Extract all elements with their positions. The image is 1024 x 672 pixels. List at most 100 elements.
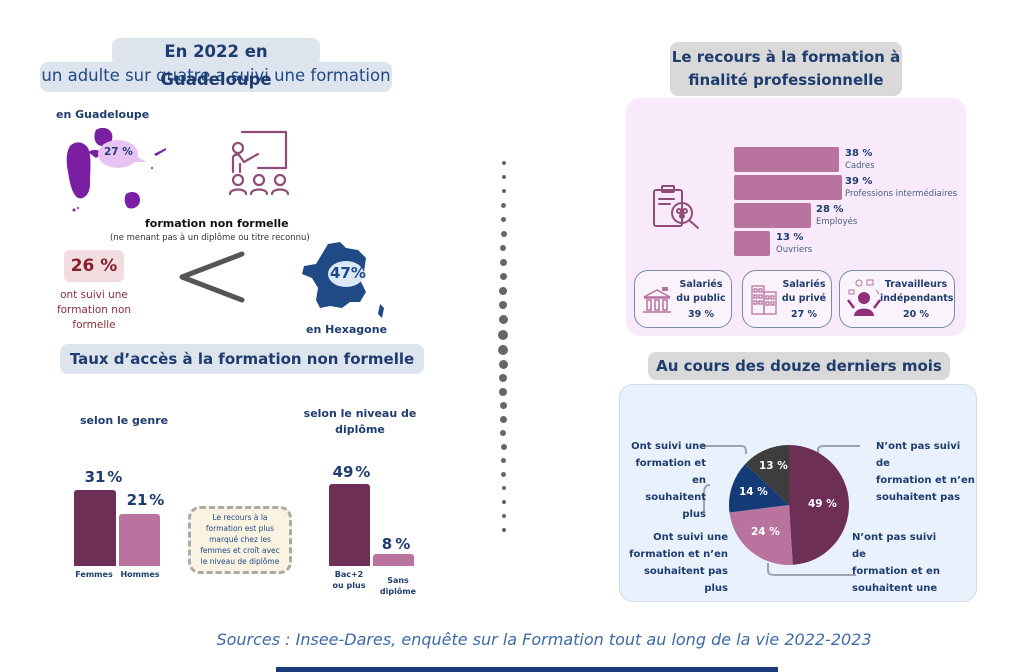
pie-label-line: Ont suivi une bbox=[653, 532, 728, 543]
note-line: Le recours à la bbox=[212, 513, 268, 522]
hexagone-percent: 47% bbox=[330, 264, 366, 282]
professional-title-line: finalité professionnelle bbox=[688, 71, 884, 89]
connector-bottom-right bbox=[767, 563, 856, 576]
header-title-pill: En 2022 en Guadeloupe bbox=[112, 38, 320, 89]
diploma-title: selon le niveau de diplôme bbox=[300, 406, 420, 438]
sans-diplome-unit: % bbox=[390, 535, 411, 553]
bar-cadres bbox=[734, 147, 839, 172]
public-l1: Salariés bbox=[679, 279, 723, 290]
pie-label-line: formation et n’en bbox=[876, 475, 975, 486]
connector-top-right bbox=[817, 445, 860, 454]
pie-label-line: souhaitent plus bbox=[645, 492, 706, 520]
last-year-title-pill: Au cours des douze derniers mois bbox=[648, 352, 950, 380]
slice-gray bbox=[745, 445, 789, 505]
femmes-value: 31 bbox=[84, 468, 106, 486]
slice-blue bbox=[729, 463, 789, 513]
pie-label-top-left: Ont suivi une formation et en souhaitent… bbox=[626, 438, 706, 523]
pie-label-line: N’ont pas suivi de bbox=[876, 441, 961, 469]
ouvriers-label: Ouvriers bbox=[776, 245, 813, 255]
private-value: 27 % bbox=[790, 309, 818, 320]
public-building-icon bbox=[643, 287, 671, 313]
slice-label-24: 24 % bbox=[751, 526, 780, 538]
hexagone-label: en Hexagone bbox=[306, 323, 388, 336]
caption-line: formelle bbox=[72, 319, 116, 331]
slice-pink bbox=[729, 505, 793, 565]
last-year-title: Au cours des douze derniers mois bbox=[656, 357, 942, 375]
pie-label-line: souhaitent pas bbox=[876, 492, 961, 503]
juggling-worker-icon bbox=[847, 279, 881, 316]
sans-diplome-value: 8 bbox=[381, 535, 393, 553]
ouvriers-value: 13 % bbox=[776, 232, 804, 243]
label-sans-diplome: Sans diplôme bbox=[379, 576, 417, 596]
self-employed-value: 20 % bbox=[902, 309, 930, 320]
femmes-unit: % bbox=[102, 468, 123, 486]
diploma-title-line: diplôme bbox=[335, 423, 385, 436]
guadeloupe-non-formal-caption: ont suivi une formation non formelle bbox=[44, 288, 144, 333]
non-formal-title: formation non formelle bbox=[145, 217, 289, 230]
employes-label: Employés bbox=[816, 217, 858, 227]
public-employees-text: Salariés du public 39 % bbox=[674, 278, 728, 322]
pie-label-line: formation et n’en bbox=[629, 549, 728, 560]
pie-label-line: Ont suivi une bbox=[631, 441, 706, 452]
note-line: formation est plus bbox=[205, 524, 275, 533]
bar-femmes bbox=[74, 490, 116, 566]
pie-label-top-right: N’ont pas suivi de formation et n’en sou… bbox=[876, 438, 976, 506]
professional-title-line: Le recours à la formation à bbox=[671, 48, 901, 66]
guadeloupe-non-formal-percent: 26 % bbox=[70, 256, 118, 276]
bar-sans-diplome bbox=[373, 554, 414, 566]
header-title: En 2022 en Guadeloupe bbox=[160, 42, 272, 89]
slice-label-14: 14 % bbox=[739, 486, 768, 498]
connector-bottom-left bbox=[703, 484, 711, 512]
teacher-classroom-icon bbox=[228, 130, 290, 196]
hommes-unit: % bbox=[144, 491, 165, 509]
note-line: le niveau de diplôme bbox=[200, 557, 280, 566]
pie-label-line: souhaitent pas plus bbox=[643, 566, 728, 594]
connector-top-left bbox=[702, 445, 747, 455]
bar-employes bbox=[734, 203, 811, 228]
access-title: Taux d’accès à la formation non formelle bbox=[69, 350, 415, 368]
hommes-value: 21 bbox=[126, 491, 148, 509]
public-l2: du public bbox=[676, 293, 726, 304]
self-employed-l1: Travailleurs bbox=[884, 279, 948, 290]
cadres-label: Cadres bbox=[845, 161, 875, 171]
guadeloupe-label: en Guadeloupe bbox=[56, 108, 150, 121]
bar-hommes bbox=[119, 514, 160, 566]
pie-chart bbox=[702, 445, 860, 576]
france-map-icon bbox=[302, 242, 384, 318]
bac2-unit: % bbox=[350, 463, 371, 481]
note-line: femmes et croît avec bbox=[200, 546, 280, 555]
clipboard-search-icon bbox=[653, 185, 699, 229]
private-l2: du privé bbox=[781, 293, 827, 304]
pie-label-bottom-left: Ont suivi une formation et n’en souhaite… bbox=[626, 529, 728, 597]
footer-bar bbox=[276, 667, 778, 672]
label-bac2-text: Bac+2 ou plus bbox=[332, 570, 366, 590]
guadeloupe-non-formal-badge: 26 % bbox=[64, 250, 124, 282]
pie-label-line: formation et en bbox=[635, 458, 706, 486]
slice-label-49: 49 % bbox=[808, 498, 837, 510]
public-employees-box bbox=[634, 270, 732, 328]
guadeloupe-percent: 27 % bbox=[104, 146, 133, 158]
professions-intermediaires-value: 39 % bbox=[845, 176, 873, 187]
bar-bac2 bbox=[329, 484, 370, 566]
header-subtitle: un adulte sur quatre a suivi une formati… bbox=[41, 66, 391, 85]
less-than-icon bbox=[179, 251, 245, 303]
cadres-value: 38 % bbox=[845, 148, 873, 159]
pie-label-line: souhaitent une bbox=[852, 583, 938, 594]
employes-value: 28 % bbox=[816, 204, 844, 215]
professions-intermediaires-label: Professions intermédiaires bbox=[845, 189, 958, 199]
header-subtitle-pill: un adulte sur quatre a suivi une formati… bbox=[40, 62, 392, 92]
bar-ouvriers bbox=[734, 231, 770, 256]
bar-professions-intermediaires bbox=[734, 175, 842, 200]
access-note: Le recours à la formation est plus marqu… bbox=[188, 506, 292, 574]
sources-text: Sources : Insee-Dares, enquête sur la Fo… bbox=[216, 630, 872, 649]
caption-line: ont suivi une bbox=[60, 289, 128, 301]
private-l1: Salariés bbox=[782, 279, 826, 290]
private-employees-box bbox=[742, 270, 832, 328]
label-femmes: Femmes bbox=[75, 570, 113, 579]
self-employed-text: Travailleurs indépendants 20 % bbox=[880, 278, 953, 322]
non-formal-subtitle: (ne menant pas à un diplôme ou titre rec… bbox=[110, 233, 310, 243]
professional-title-pill: Le recours à la formation à finalité pro… bbox=[670, 42, 902, 96]
pie-label-bottom-right: N’ont pas suivi de formation et en souha… bbox=[852, 529, 952, 597]
pie-label-line: formation et en bbox=[852, 566, 940, 577]
label-hommes: Hommes bbox=[120, 570, 160, 579]
